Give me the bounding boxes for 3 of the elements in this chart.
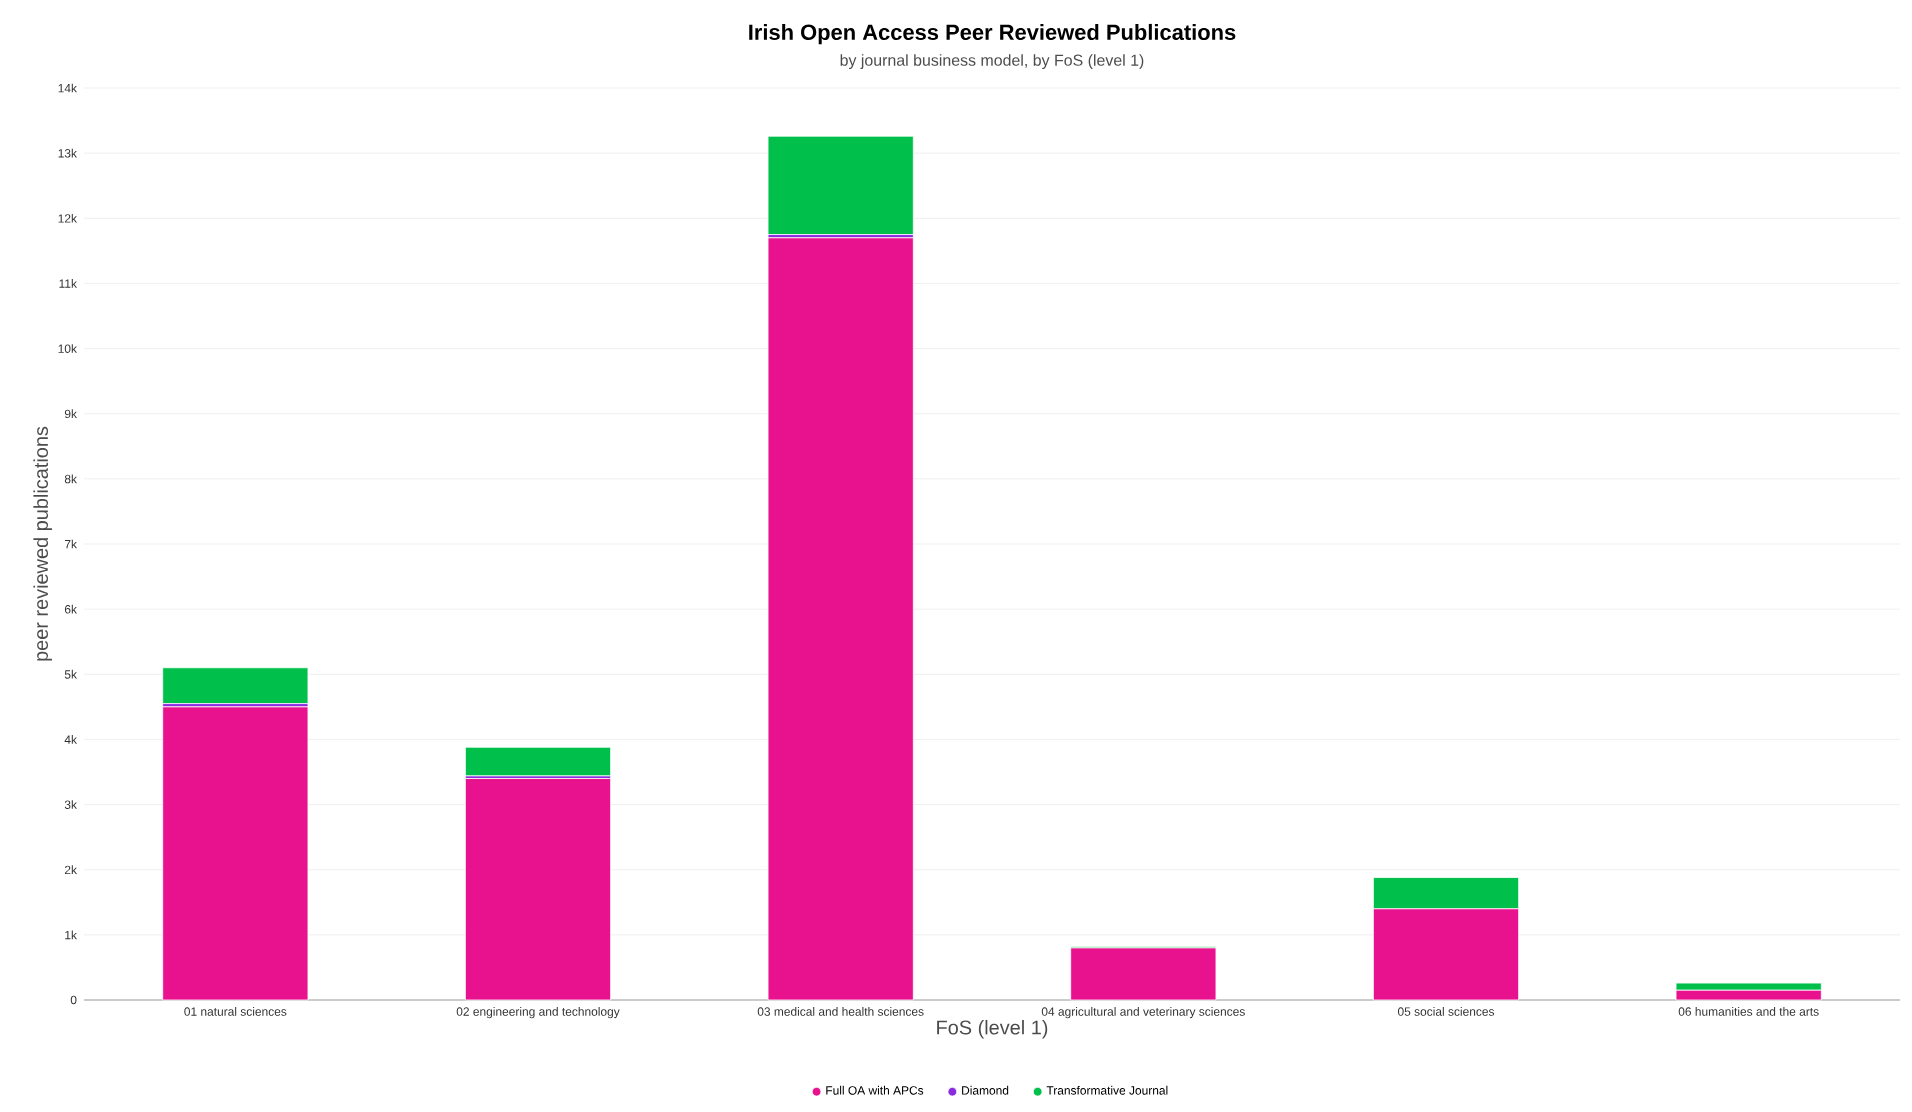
x-axis-title: FoS (level 1)	[937, 1019, 1048, 1039]
chart-title: Irish Open Access Peer Reviewed Publications	[749, 23, 1236, 45]
y-axis-title: peer reviewed publications	[33, 426, 52, 661]
